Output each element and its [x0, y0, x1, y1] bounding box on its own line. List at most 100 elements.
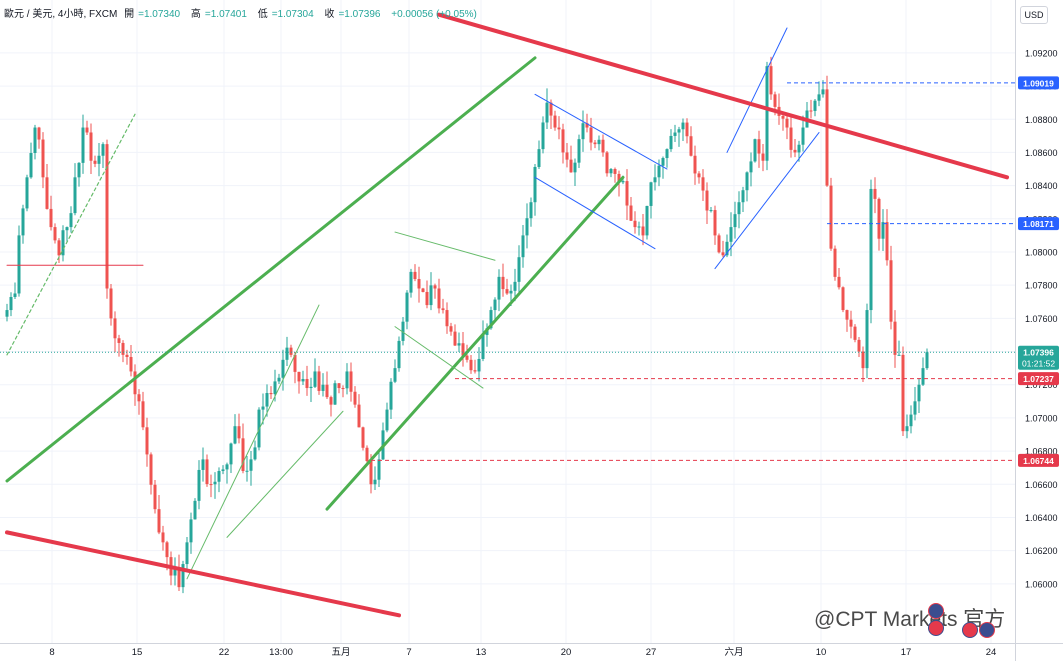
- candle-body: [589, 127, 593, 143]
- candle-body: [473, 370, 477, 372]
- candle: [441, 298, 445, 314]
- candle: [685, 118, 689, 144]
- candle: [269, 386, 273, 399]
- price-tick-label: 1.08400: [1025, 181, 1058, 191]
- watermark: @CPT Markets 官方: [814, 603, 1005, 633]
- flag-icon[interactable]: [979, 622, 995, 638]
- candle-body: [349, 371, 353, 392]
- candle-body: [189, 519, 193, 543]
- flag-icon[interactable]: [928, 620, 944, 636]
- candle: [581, 110, 585, 152]
- flag-icon[interactable]: [928, 603, 944, 619]
- candle-body: [109, 288, 113, 319]
- candles: [5, 56, 929, 594]
- ohlc-close: 收 =1.07396: [324, 9, 381, 20]
- candle-body: [445, 310, 449, 327]
- candle: [345, 363, 349, 395]
- candle-body: [5, 310, 9, 317]
- candle-body: [729, 227, 733, 242]
- candle-body: [133, 371, 137, 395]
- candle-body: [173, 569, 177, 576]
- candle-body: [177, 569, 181, 588]
- candle: [713, 205, 717, 245]
- candle-body: [61, 230, 65, 256]
- candle-body: [225, 464, 229, 470]
- candle: [897, 340, 901, 356]
- candle: [89, 123, 93, 175]
- candle: [861, 346, 865, 382]
- candle-body: [17, 235, 21, 294]
- candle: [753, 138, 757, 163]
- candle: [373, 466, 377, 490]
- price-badge-label: 1.07396: [1023, 348, 1054, 358]
- ohlc-open: 開 =1.07340: [124, 9, 181, 20]
- candle-body: [13, 293, 17, 297]
- candle-body: [781, 115, 785, 119]
- candle-body: [325, 384, 329, 398]
- candle-body: [321, 384, 325, 391]
- candle: [229, 442, 233, 473]
- candle-body: [673, 132, 677, 136]
- candle-body: [553, 115, 557, 128]
- candle-body: [129, 356, 133, 372]
- candle-body: [509, 290, 513, 294]
- candle: [529, 197, 533, 227]
- candle-body: [493, 299, 497, 311]
- candle-body: [701, 177, 705, 191]
- candle-body: [577, 139, 581, 163]
- candle: [549, 99, 553, 130]
- candle-body: [205, 459, 209, 485]
- thin-green-triangle-top-line: [394, 231, 496, 261]
- candle: [81, 114, 85, 174]
- candle: [217, 467, 221, 493]
- candle-body: [69, 213, 73, 228]
- candle: [189, 512, 193, 554]
- candle: [113, 311, 117, 353]
- candle-body: [829, 185, 833, 249]
- candle-body: [901, 354, 905, 432]
- candle-body: [521, 235, 525, 258]
- candle-body: [617, 173, 621, 183]
- candle-body: [801, 127, 805, 145]
- candle-body: [621, 181, 625, 183]
- candle-body: [793, 149, 797, 153]
- candle-body: [405, 292, 409, 322]
- candle-body: [533, 166, 537, 203]
- candle: [17, 225, 21, 297]
- flag-icon[interactable]: [962, 622, 978, 638]
- candle-body: [29, 153, 33, 178]
- time-axis: 8 15 22 13:00 五月 7 13 20 27 六月 10 17 24: [49, 646, 996, 658]
- candle-body: [361, 427, 365, 448]
- candle: [473, 359, 477, 374]
- candle-body: [657, 165, 661, 178]
- candle: [857, 336, 861, 357]
- candle-body: [421, 288, 425, 292]
- price-badge-label: 1.09019: [1023, 78, 1054, 88]
- candle-body: [345, 371, 349, 389]
- candle: [417, 266, 421, 303]
- candle-body: [821, 89, 825, 95]
- candle: [33, 124, 37, 160]
- candle: [261, 393, 265, 425]
- candle-body: [373, 479, 377, 485]
- candle-body: [569, 159, 573, 173]
- candle: [185, 536, 189, 570]
- candle-body: [449, 326, 453, 332]
- candle: [905, 414, 909, 439]
- ohlc-high: 高 =1.07401: [190, 9, 247, 20]
- candle-body: [885, 222, 889, 261]
- candle: [297, 371, 301, 394]
- candle: [145, 417, 149, 467]
- candle-body: [605, 152, 609, 174]
- candle: [437, 278, 441, 314]
- candle-body: [909, 414, 913, 427]
- candle-body: [813, 100, 817, 111]
- candle: [525, 203, 529, 249]
- currency-button[interactable]: USD: [1020, 6, 1048, 24]
- candle-body: [297, 371, 301, 382]
- candle-body: [549, 102, 553, 116]
- price-tick-label: 1.09200: [1025, 48, 1058, 58]
- red-resistance-line: [437, 12, 1009, 180]
- candle: [445, 302, 449, 334]
